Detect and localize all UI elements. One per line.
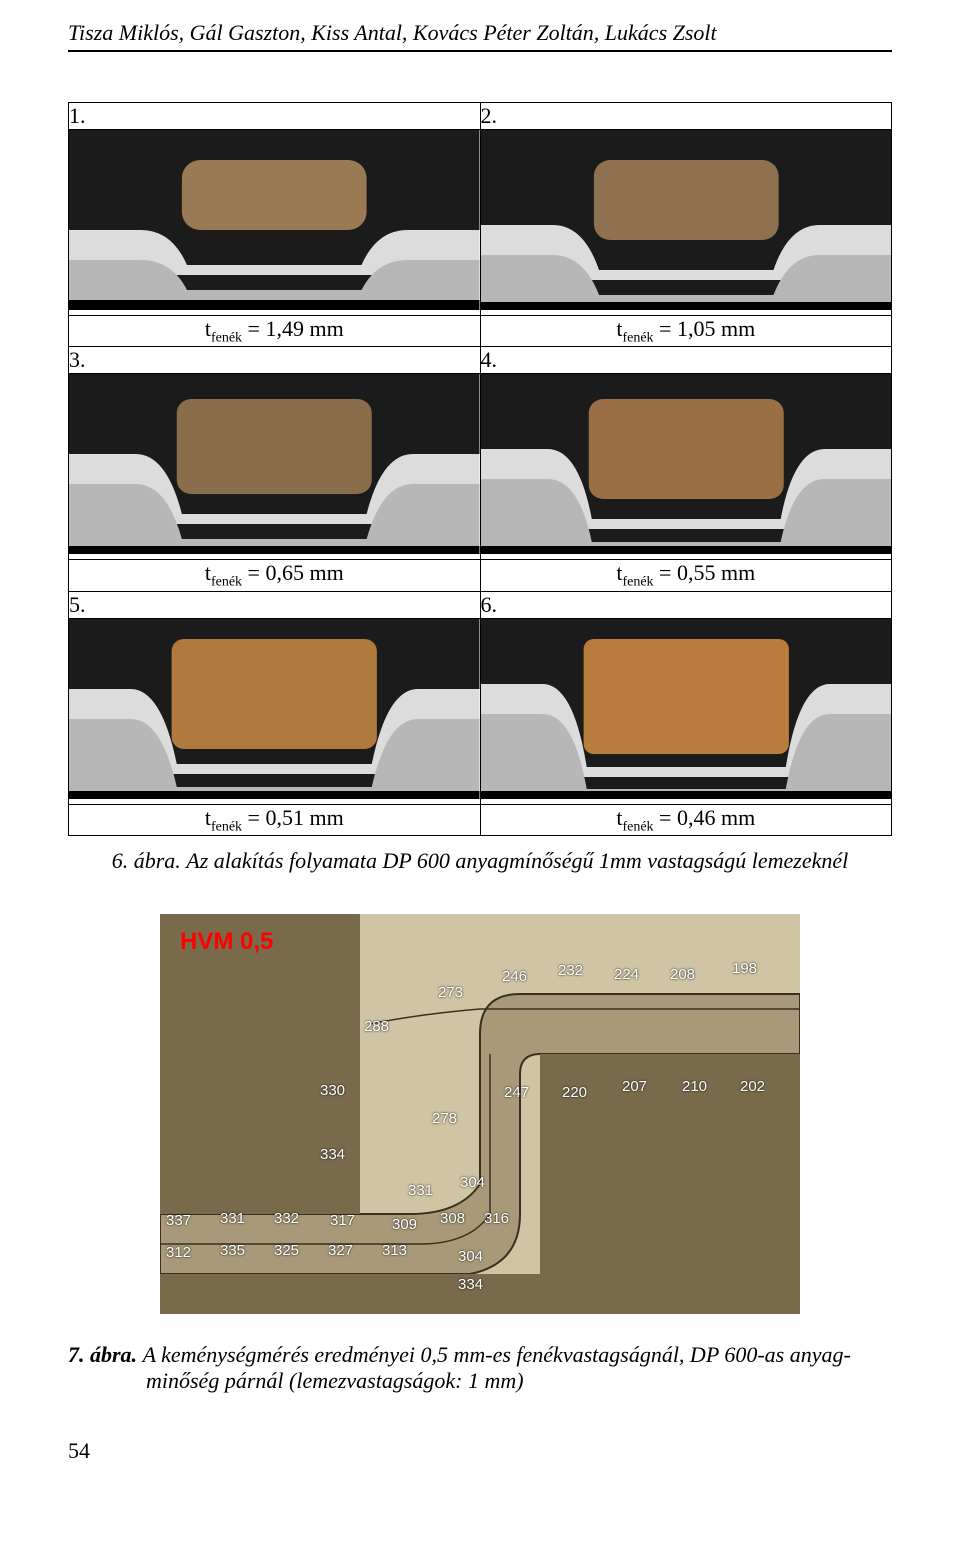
cell-number: 2. <box>480 103 892 130</box>
cell-number: 6. <box>480 591 892 618</box>
hardness-value: 210 <box>682 1078 707 1095</box>
page-number: 54 <box>68 1438 892 1464</box>
hardness-value: 246 <box>502 968 527 985</box>
hardness-value: 224 <box>614 966 639 983</box>
hvm-label: HVM 0,5 <box>180 928 273 956</box>
hardness-value: 273 <box>438 984 463 1001</box>
hardness-value: 331 <box>220 1210 245 1227</box>
cell-number: 4. <box>480 347 892 374</box>
hardness-value: 334 <box>320 1146 345 1163</box>
cell-caption: tfenék = 1,05 mm <box>480 316 892 347</box>
cross-section-image <box>69 374 481 560</box>
hardness-value: 317 <box>330 1212 355 1229</box>
cell-caption: tfenék = 0,65 mm <box>69 560 481 591</box>
hardness-value: 220 <box>562 1084 587 1101</box>
cross-section-image <box>480 374 892 560</box>
cell-caption: tfenék = 0,46 mm <box>480 804 892 835</box>
hardness-value: 232 <box>558 962 583 979</box>
cell-caption: tfenék = 0,51 mm <box>69 804 481 835</box>
running-head: Tisza Miklós, Gál Gaszton, Kiss Antal, K… <box>68 20 892 52</box>
hardness-figure: HVM 0,5 246 232 224 208 198 273 288 330 247 220 20… <box>160 914 800 1314</box>
figure6-caption: 6. ábra. Az alakítás folyamata DP 600 an… <box>68 848 892 874</box>
hardness-value: 304 <box>460 1174 485 1191</box>
hardness-value: 332 <box>274 1210 299 1227</box>
hardness-value: 325 <box>274 1242 299 1259</box>
hardness-value: 208 <box>670 966 695 983</box>
hardness-value: 207 <box>622 1078 647 1095</box>
figure7-caption: 7. ábra. A keménységmérés eredményei 0,5… <box>68 1342 892 1394</box>
cell-number: 3. <box>69 347 481 374</box>
hardness-value: 334 <box>458 1276 483 1293</box>
hardness-value: 337 <box>166 1212 191 1229</box>
hardness-value: 202 <box>740 1078 765 1095</box>
hardness-value: 335 <box>220 1242 245 1259</box>
hardness-value: 327 <box>328 1242 353 1259</box>
cell-caption: tfenék = 0,55 mm <box>480 560 892 591</box>
hardness-value: 288 <box>364 1018 389 1035</box>
hardness-value: 313 <box>382 1242 407 1259</box>
hardness-value: 247 <box>504 1084 529 1101</box>
hardness-value: 278 <box>432 1110 457 1127</box>
hardness-value: 198 <box>732 960 757 977</box>
hardness-value: 316 <box>484 1210 509 1227</box>
hardness-value: 331 <box>408 1182 433 1199</box>
cross-section-image <box>480 130 892 316</box>
cell-number: 1. <box>69 103 481 130</box>
hardness-value: 312 <box>166 1244 191 1261</box>
cell-caption: tfenék = 1,49 mm <box>69 316 481 347</box>
hardness-value: 309 <box>392 1216 417 1233</box>
hardness-value: 304 <box>458 1248 483 1265</box>
cross-section-image <box>480 618 892 804</box>
cross-section-image <box>69 618 481 804</box>
hardness-value: 308 <box>440 1210 465 1227</box>
figure-grid: 1. 2. <box>68 102 892 836</box>
cell-number: 5. <box>69 591 481 618</box>
hardness-value: 330 <box>320 1082 345 1099</box>
cross-section-image <box>69 130 481 316</box>
